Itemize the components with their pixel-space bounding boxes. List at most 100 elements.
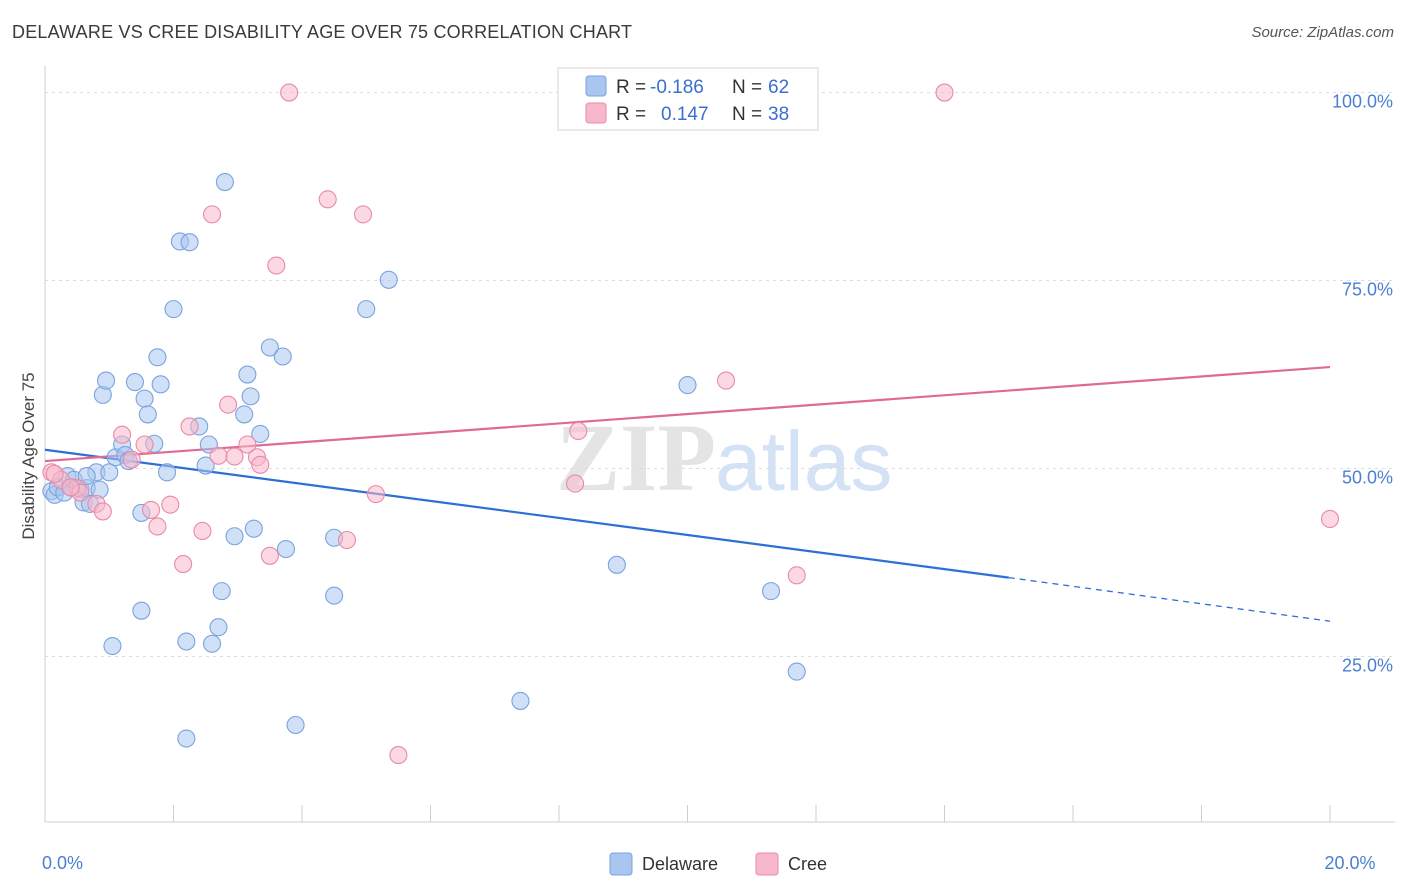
point-cree bbox=[260, 546, 279, 565]
point-delaware bbox=[379, 270, 398, 289]
point-cree bbox=[935, 83, 954, 102]
point-delaware bbox=[241, 387, 260, 406]
bottom-legend-swatch-cree bbox=[755, 852, 779, 876]
point-delaware bbox=[260, 338, 279, 357]
point-cree bbox=[209, 446, 228, 465]
point-cree bbox=[787, 566, 806, 585]
point-delaware bbox=[357, 300, 376, 319]
point-cree bbox=[122, 450, 141, 469]
point-delaware bbox=[761, 582, 781, 601]
point-delaware bbox=[196, 456, 215, 475]
point-delaware bbox=[148, 348, 167, 367]
point-cree bbox=[161, 495, 180, 514]
point-delaware bbox=[177, 632, 196, 651]
point-delaware bbox=[158, 463, 177, 482]
point-cree bbox=[141, 500, 161, 519]
point-delaware bbox=[325, 586, 344, 605]
point-cree bbox=[318, 190, 337, 209]
point-delaware bbox=[511, 691, 530, 710]
point-delaware bbox=[209, 618, 228, 637]
point-cree bbox=[366, 485, 385, 504]
legend-swatch-cree bbox=[585, 102, 607, 124]
point-delaware bbox=[607, 555, 626, 574]
trend-line-cree bbox=[44, 365, 1331, 463]
source-label: Source: ZipAtlas.com bbox=[1251, 24, 1394, 41]
point-cree bbox=[61, 478, 80, 497]
axes bbox=[44, 66, 1395, 823]
legend-r-value-2: 0.147 bbox=[661, 104, 709, 125]
point-delaware bbox=[251, 424, 270, 444]
tick-labels: 25.0% 50.0% 75.0% 100.0% 0.0% 20.0% bbox=[42, 92, 1393, 873]
y-tick-label: 100.0% bbox=[1332, 92, 1393, 112]
point-delaware bbox=[138, 405, 157, 424]
y-tick-label: 75.0% bbox=[1342, 280, 1393, 300]
watermark: ZIP atlas bbox=[556, 404, 892, 511]
x-tick-label: 0.0% bbox=[42, 853, 83, 873]
point-delaware bbox=[77, 467, 96, 486]
point-cree bbox=[93, 502, 112, 521]
point-cree bbox=[389, 746, 408, 765]
point-cree bbox=[267, 256, 286, 275]
point-delaware bbox=[180, 233, 199, 252]
bottom-legend-label-cree: Cree bbox=[788, 854, 827, 874]
point-cree bbox=[566, 474, 585, 493]
point-cree bbox=[238, 435, 257, 454]
legend-n-label-2: N = bbox=[732, 104, 762, 125]
point-cree bbox=[225, 447, 244, 466]
legend-n-value-1: 62 bbox=[768, 77, 789, 98]
bottom-legend-label-delaware: Delaware bbox=[642, 854, 718, 874]
watermark-atlas: atlas bbox=[715, 414, 892, 508]
point-cree bbox=[337, 530, 357, 550]
point-cree bbox=[219, 395, 238, 414]
point-cree bbox=[45, 464, 64, 483]
point-cree bbox=[113, 425, 132, 444]
point-delaware bbox=[212, 582, 231, 601]
point-delaware bbox=[135, 389, 154, 408]
point-cree bbox=[569, 421, 588, 441]
point-cree bbox=[174, 555, 193, 574]
legend-r-value-1: -0.186 bbox=[650, 77, 704, 98]
point-delaware bbox=[215, 172, 234, 192]
point-delaware bbox=[286, 715, 305, 735]
point-delaware bbox=[235, 405, 254, 424]
point-delaware bbox=[132, 601, 151, 620]
point-delaware bbox=[678, 376, 697, 395]
watermark-zip: ZIP bbox=[556, 404, 716, 511]
legend-r-label-2: R = bbox=[616, 104, 646, 125]
legend-bottom: Delaware Cree bbox=[609, 852, 827, 876]
legend-swatch-delaware bbox=[585, 75, 607, 97]
chart-title: DELAWARE VS CREE DISABILITY AGE OVER 75 … bbox=[12, 22, 633, 42]
legend-top: R = -0.186 N = 62 R = 0.147 N = 38 bbox=[557, 67, 819, 131]
y-tick-label: 50.0% bbox=[1342, 468, 1393, 488]
point-delaware bbox=[96, 371, 116, 390]
point-delaware bbox=[125, 373, 144, 392]
point-cree bbox=[1320, 509, 1340, 528]
y-tick-label: 25.0% bbox=[1342, 656, 1393, 676]
point-cree bbox=[353, 205, 373, 224]
point-delaware bbox=[100, 463, 119, 482]
point-delaware bbox=[238, 365, 257, 384]
point-cree bbox=[251, 455, 270, 474]
point-delaware bbox=[787, 662, 806, 681]
point-cree bbox=[280, 83, 299, 102]
legend-n-label-1: N = bbox=[732, 77, 762, 98]
point-delaware bbox=[273, 347, 292, 366]
point-cree bbox=[148, 517, 167, 536]
x-tick-label: 20.0% bbox=[1324, 853, 1375, 873]
data-points bbox=[42, 83, 1340, 765]
y-axis-label: Disability Age Over 75 bbox=[19, 372, 38, 539]
bottom-legend-swatch-delaware bbox=[609, 852, 633, 876]
point-delaware bbox=[244, 519, 263, 538]
point-delaware bbox=[164, 300, 183, 319]
point-cree bbox=[203, 205, 222, 224]
point-cree bbox=[193, 521, 212, 541]
legend-n-value-2: 38 bbox=[768, 104, 789, 125]
point-cree bbox=[716, 371, 736, 390]
point-delaware bbox=[103, 636, 122, 656]
point-delaware bbox=[177, 729, 196, 748]
legend-r-label-1: R = bbox=[616, 77, 646, 98]
point-cree bbox=[135, 435, 154, 454]
trend-line-extension-delaware bbox=[1008, 576, 1331, 622]
point-delaware bbox=[225, 527, 244, 546]
